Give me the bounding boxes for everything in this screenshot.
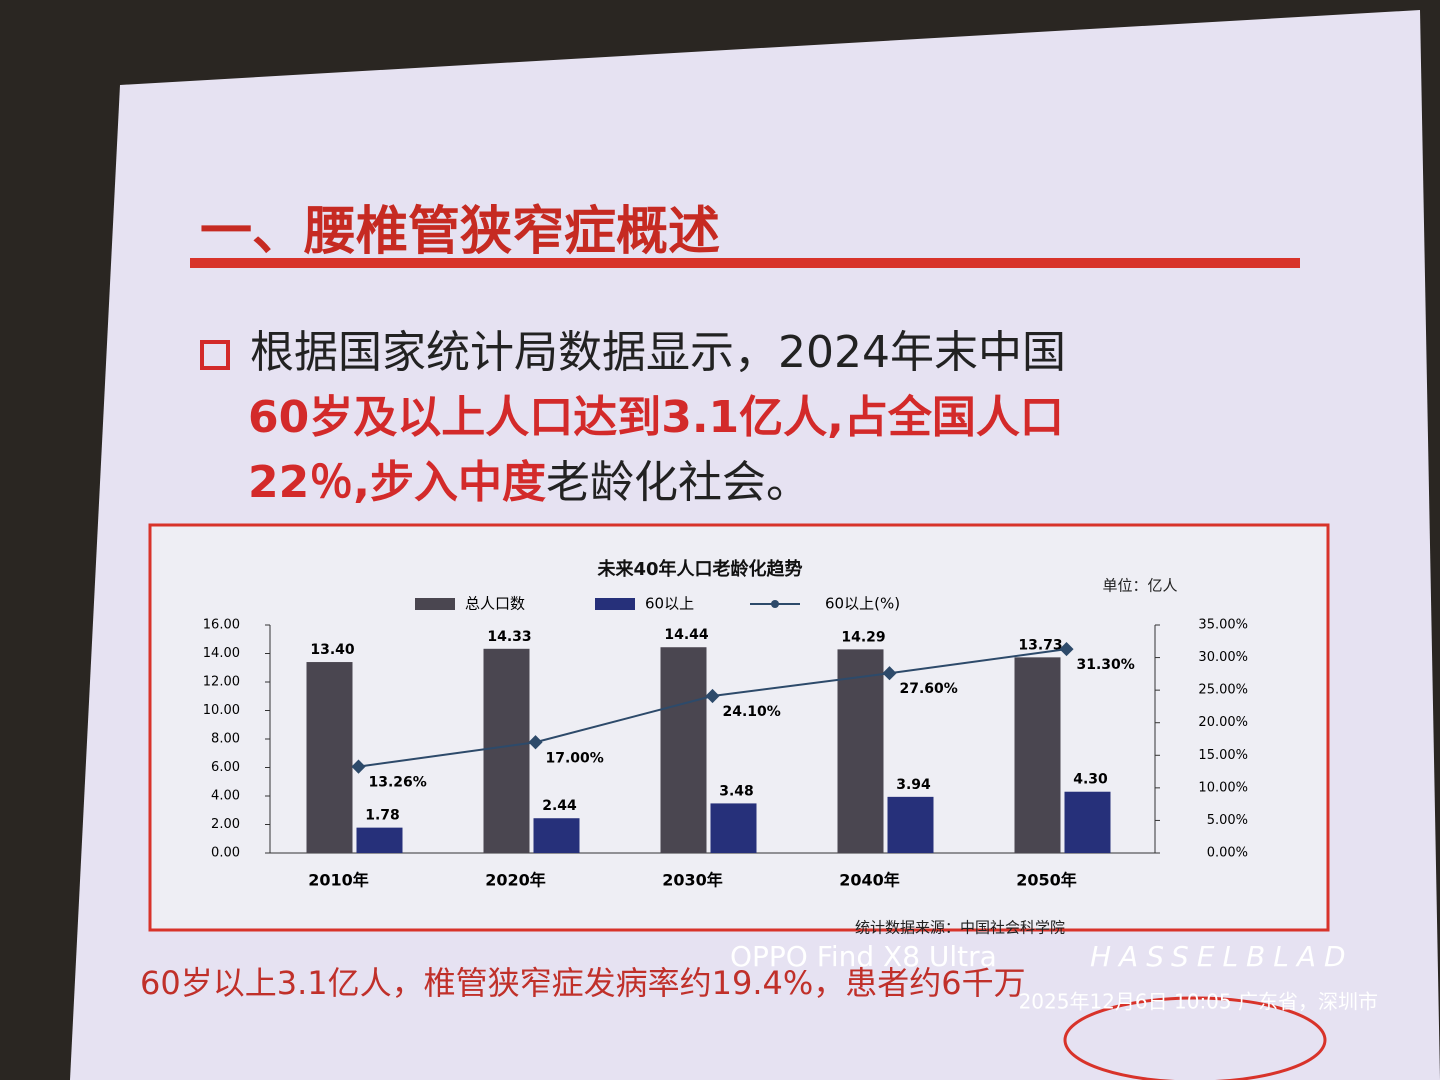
camera-brand: HASSELBLAD	[1090, 940, 1354, 973]
bullet-segment: 老龄化社会。	[546, 457, 810, 508]
y-tick-label: 2.00	[211, 817, 240, 832]
chart-frame	[148, 523, 1330, 932]
line-marker	[1059, 642, 1074, 657]
bullet-segment: 60岁及以上人口达到3.1亿人,占全国人口	[248, 392, 1064, 443]
legend-label: 60以上	[645, 595, 694, 613]
bar	[710, 803, 757, 853]
y-tick-label: 10.00	[203, 703, 240, 718]
camera-model: OPPO Find X8 Ultra	[730, 940, 997, 973]
y-tick-label: 14.00	[203, 646, 240, 661]
y-tick-label: 8.00	[211, 732, 240, 747]
bullet-box	[200, 340, 230, 370]
x-tick-label: 2020年	[485, 871, 546, 890]
y-tick-label: 12.00	[203, 675, 240, 690]
bullet-segment: 根据国家统计局数据显示，2024年末中国	[250, 327, 1066, 378]
value-label: 17.00%	[546, 750, 604, 766]
x-tick-label: 2030年	[662, 871, 723, 890]
x-tick-label: 2010年	[308, 871, 369, 890]
camera-info: 2025年12月6日 10:05 广东省，深圳市	[1019, 990, 1378, 1014]
bullet-line: 根据国家统计局数据显示，2024年末中国	[250, 327, 1066, 378]
bar	[356, 827, 403, 853]
y2-tick-label: 20.00%	[1198, 715, 1248, 730]
y2-tick-label: 35.00%	[1198, 618, 1248, 633]
y2-tick-label: 15.00%	[1198, 748, 1248, 763]
bar	[306, 662, 353, 853]
note: 60岁以上3.1亿人，椎管狭窄症发病率约19.4%，患者约6千万	[140, 964, 1026, 1002]
title-rule	[190, 258, 1300, 268]
bullet-text: 根据国家统计局数据显示，2024年末中国 60岁及以上人口达到3.1亿人,占全国人…	[248, 327, 1066, 508]
y2-tick-label: 25.00%	[1198, 683, 1248, 698]
y2-tick-label: 0.00%	[1207, 846, 1248, 861]
line-marker	[528, 735, 543, 750]
y-tick-label: 4.00	[211, 789, 240, 804]
unit: 单位：亿人	[1102, 577, 1177, 595]
bullet-line: 22％,步入中度老龄化社会。	[248, 457, 810, 508]
y-tick-label: 0.00	[211, 846, 240, 861]
value-label: 3.94	[896, 777, 931, 793]
slide-title: 一、腰椎管狭窄症概述	[200, 202, 720, 262]
value-label: 14.33	[487, 629, 531, 645]
legend-swatch	[415, 598, 455, 610]
line-marker	[882, 666, 897, 681]
value-label: 13.40	[310, 642, 355, 658]
legend-swatch	[595, 598, 635, 610]
bar	[1064, 791, 1111, 853]
bar	[837, 649, 884, 853]
bullet-line: 60岁及以上人口达到3.1亿人,占全国人口	[248, 392, 1064, 443]
value-label: 13.26%	[369, 775, 427, 791]
value-label: 14.29	[841, 629, 885, 645]
value-label: 13.73	[1018, 637, 1062, 653]
value-label: 31.30%	[1077, 657, 1135, 673]
bullet-segment: 22％,步入中度	[248, 457, 546, 508]
value-label: 14.44	[664, 627, 709, 643]
chart: 0.00 2.00 4.00 6.00 8.00 10.00 12.00 14.00 16.00…	[203, 595, 1248, 890]
bar	[1014, 657, 1061, 853]
value-label: 2.44	[542, 798, 577, 814]
legend-marker	[771, 600, 779, 608]
y2-tick-label: 5.00%	[1207, 813, 1248, 828]
x-tick-label: 2050年	[1016, 871, 1077, 890]
value-label: 27.60%	[900, 681, 958, 697]
value-label: 1.78	[365, 808, 400, 824]
y-tick-label: 6.00	[211, 760, 240, 775]
bar	[887, 796, 934, 853]
y-tick-label: 16.00	[203, 618, 240, 633]
legend-label: 总人口数	[465, 595, 525, 613]
chart-title: 未来40年人口老龄化趋势	[597, 558, 802, 580]
value-label: 3.48	[719, 783, 754, 799]
line-marker	[351, 759, 366, 774]
line-marker	[705, 688, 720, 704]
value-label: 24.10%	[723, 704, 781, 720]
bar	[533, 818, 580, 853]
source: 统计数据来源：中国社会科学院	[855, 919, 1065, 937]
bar	[483, 648, 530, 853]
y2-tick-label: 10.00%	[1198, 780, 1248, 795]
x-tick-label: 2040年	[839, 871, 900, 890]
bar	[660, 647, 707, 853]
y2-tick-label: 30.00%	[1198, 650, 1248, 665]
legend-label: 60以上(%)	[825, 595, 900, 613]
value-label: 4.30	[1073, 772, 1108, 788]
